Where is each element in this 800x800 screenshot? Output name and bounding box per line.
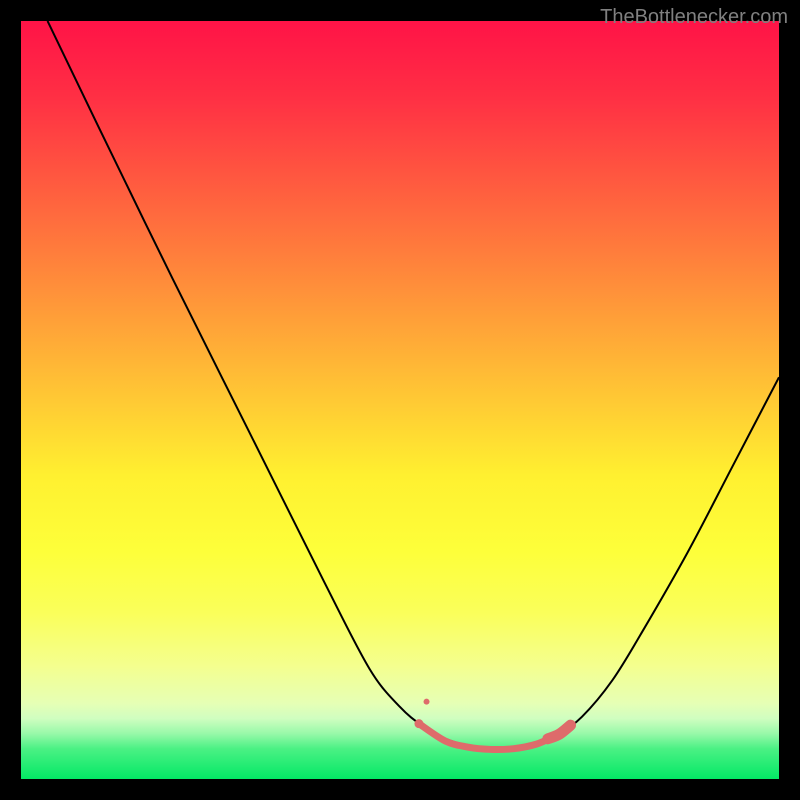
bottleneck-chart bbox=[21, 21, 779, 779]
chart-svg bbox=[21, 21, 779, 779]
marker-dot bbox=[414, 719, 423, 728]
chart-background bbox=[21, 21, 779, 779]
attribution-text: TheBottlenecker.com bbox=[600, 6, 788, 29]
marker-dot-small bbox=[424, 699, 430, 705]
